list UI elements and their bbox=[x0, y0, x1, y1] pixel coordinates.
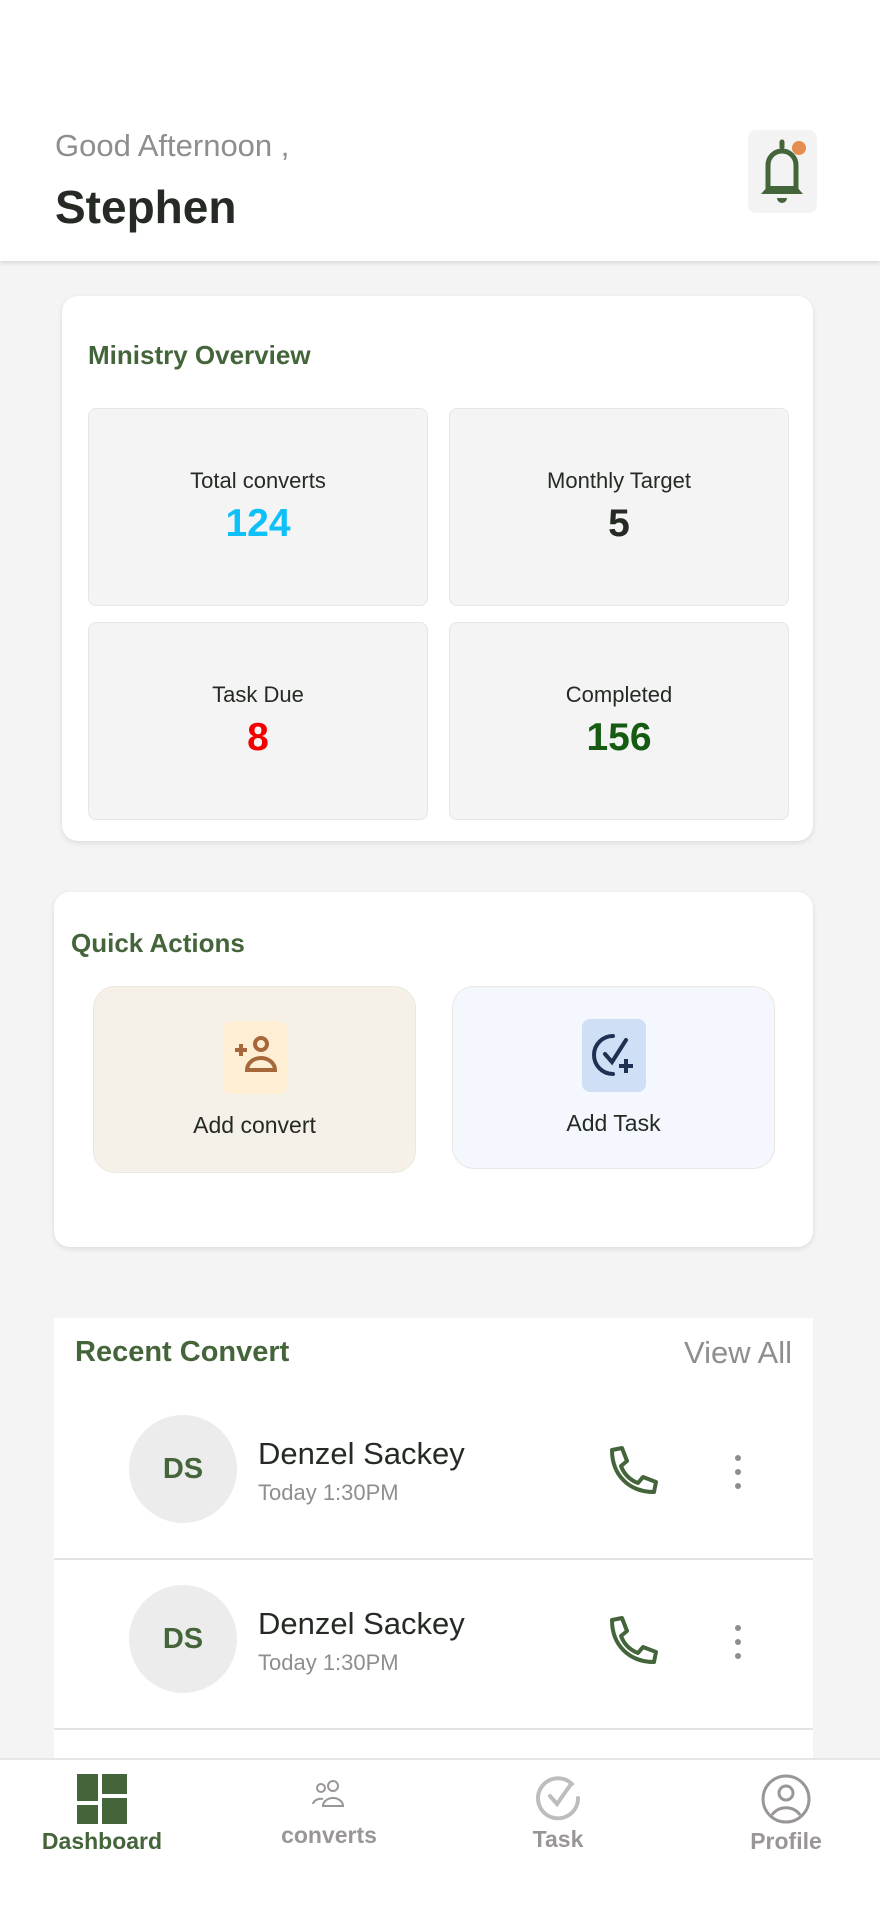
notification-dot bbox=[792, 141, 806, 155]
profile-icon bbox=[761, 1774, 811, 1824]
nav-dashboard[interactable]: Dashboard bbox=[12, 1774, 192, 1855]
stat-label: Monthly Target bbox=[547, 468, 691, 493]
stat-task-due: Task Due 8 bbox=[88, 622, 428, 820]
check-circle-icon bbox=[536, 1776, 581, 1821]
convert-name: Denzel Sackey bbox=[258, 1436, 465, 1471]
people-icon bbox=[312, 1780, 345, 1807]
bottom-nav: Dashboard converts Task Profile bbox=[0, 1758, 880, 1912]
add-convert-label: Add convert bbox=[193, 1111, 316, 1138]
recent-title: Recent Convert bbox=[75, 1336, 290, 1368]
stat-label: Total converts bbox=[190, 468, 326, 493]
nav-profile[interactable]: Profile bbox=[696, 1774, 876, 1855]
nav-converts[interactable]: converts bbox=[239, 1774, 419, 1849]
phone-icon[interactable] bbox=[602, 1612, 662, 1672]
nav-label: Profile bbox=[750, 1828, 822, 1854]
bell-icon bbox=[761, 139, 806, 203]
nav-task[interactable]: Task bbox=[468, 1774, 648, 1853]
add-task-icon bbox=[581, 1018, 646, 1092]
more-options-icon[interactable] bbox=[732, 1452, 744, 1492]
avatar: DS bbox=[129, 1415, 237, 1523]
notification-button[interactable] bbox=[748, 130, 817, 213]
stat-value: 124 bbox=[225, 502, 291, 545]
nav-label: Task bbox=[532, 1826, 584, 1852]
stat-value: 8 bbox=[247, 716, 269, 759]
add-convert-button[interactable]: Add convert bbox=[93, 986, 416, 1173]
nav-label: converts bbox=[281, 1822, 377, 1848]
convert-time: Today 1:30PM bbox=[258, 1480, 399, 1505]
list-item[interactable]: DS Denzel Sackey Today 1:30PM bbox=[54, 1390, 813, 1560]
overview-title: Ministry Overview bbox=[88, 340, 311, 370]
quick-actions-title: Quick Actions bbox=[71, 928, 245, 958]
user-name: Stephen bbox=[55, 181, 237, 233]
view-all-link[interactable]: View All bbox=[684, 1335, 792, 1370]
stat-monthly-target: Monthly Target 5 bbox=[449, 408, 789, 606]
add-task-button[interactable]: Add Task bbox=[452, 986, 775, 1169]
stat-value: 5 bbox=[608, 502, 630, 545]
recent-convert-header: Recent Convert View All bbox=[54, 1318, 813, 1390]
dashboard-icon bbox=[77, 1774, 127, 1824]
stat-value: 156 bbox=[586, 716, 652, 759]
convert-time: Today 1:30PM bbox=[258, 1650, 399, 1675]
list-item[interactable]: DS Denzel Sackey Today 1:30PM bbox=[54, 1560, 813, 1730]
more-options-icon[interactable] bbox=[732, 1622, 744, 1662]
header: Good Afternoon , Stephen bbox=[0, 0, 880, 261]
stat-label: Task Due bbox=[212, 682, 304, 707]
add-person-icon bbox=[222, 1020, 287, 1094]
quick-actions-card: Quick Actions Add convert Add Task bbox=[54, 892, 813, 1247]
stat-total-converts: Total converts 124 bbox=[88, 408, 428, 606]
phone-icon[interactable] bbox=[602, 1442, 662, 1502]
stat-label: Completed bbox=[565, 682, 673, 707]
ministry-overview-card: Ministry Overview Total converts 124 Mon… bbox=[62, 296, 813, 841]
stat-completed: Completed 156 bbox=[449, 622, 789, 820]
add-task-label: Add Task bbox=[566, 1109, 661, 1136]
greeting: Good Afternoon , bbox=[55, 128, 290, 163]
nav-label: Dashboard bbox=[41, 1828, 163, 1854]
avatar: DS bbox=[129, 1585, 237, 1693]
convert-name: Denzel Sackey bbox=[258, 1606, 465, 1641]
